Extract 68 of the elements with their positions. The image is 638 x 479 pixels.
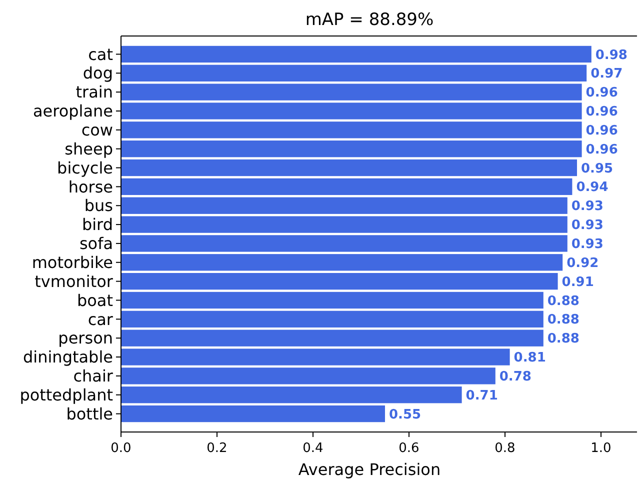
y-tick-label: bus bbox=[84, 196, 113, 216]
x-tick-label: 0.4 bbox=[302, 441, 324, 456]
bar bbox=[121, 405, 385, 422]
bar bbox=[121, 140, 582, 158]
bar bbox=[121, 386, 462, 404]
data-label: 0.97 bbox=[590, 66, 623, 82]
data-label: 0.71 bbox=[466, 388, 498, 404]
y-tick-label: sheep bbox=[64, 139, 113, 158]
y-tick-label: aeroplane bbox=[32, 102, 113, 121]
y-tick-label: sofa bbox=[79, 234, 113, 254]
x-tick-label: 0.0 bbox=[110, 441, 132, 456]
bar bbox=[121, 348, 510, 366]
data-label: 0.96 bbox=[586, 142, 618, 158]
y-tick-label: motorbike bbox=[32, 252, 113, 272]
bar bbox=[121, 159, 577, 176]
y-tick-label: cow bbox=[81, 120, 113, 140]
y-tick-label: bicycle bbox=[57, 158, 113, 178]
data-label: 0.55 bbox=[389, 407, 422, 422]
x-axis-title: Average Precision bbox=[298, 460, 441, 479]
data-label: 0.92 bbox=[566, 256, 599, 271]
x-tick-label: 0.6 bbox=[398, 441, 420, 456]
y-tick-label: chair bbox=[73, 366, 114, 386]
bar bbox=[121, 216, 568, 233]
bar bbox=[121, 330, 544, 346]
data-label: 0.81 bbox=[514, 350, 546, 366]
bar bbox=[121, 292, 544, 309]
bar bbox=[121, 122, 582, 138]
x-tick-label: 1.0 bbox=[590, 441, 612, 456]
y-tick-label: bottle bbox=[66, 404, 113, 424]
y-tick-label: tvmonitor bbox=[34, 272, 114, 291]
data-label: 0.96 bbox=[586, 104, 618, 120]
y-tick-label: car bbox=[88, 310, 114, 329]
bar bbox=[121, 310, 544, 328]
data-label: 0.93 bbox=[571, 237, 604, 252]
data-label: 0.94 bbox=[576, 180, 608, 196]
bar bbox=[121, 102, 582, 120]
y-tick-label: pottedplant bbox=[20, 385, 113, 404]
bar bbox=[121, 64, 587, 82]
y-tick-label: cat bbox=[88, 44, 113, 64]
bar bbox=[121, 235, 568, 252]
y-tick-label: dog bbox=[82, 64, 113, 83]
data-label: 0.88 bbox=[547, 312, 580, 328]
data-label: 0.95 bbox=[581, 161, 614, 176]
data-label: 0.98 bbox=[595, 48, 628, 63]
data-label: 0.96 bbox=[586, 86, 618, 101]
x-tick-label: 0.8 bbox=[494, 441, 516, 456]
data-label: 0.93 bbox=[571, 218, 604, 234]
bar bbox=[121, 46, 592, 63]
data-label: 0.88 bbox=[547, 294, 580, 309]
bar bbox=[121, 178, 572, 196]
data-label: 0.88 bbox=[547, 332, 580, 347]
bar bbox=[121, 272, 558, 290]
x-tick-label: 0.2 bbox=[206, 441, 228, 456]
y-tick-label: person bbox=[58, 328, 113, 348]
bar bbox=[121, 197, 568, 214]
bar bbox=[121, 254, 563, 271]
y-tick-label: horse bbox=[68, 177, 113, 196]
data-label: 0.91 bbox=[562, 274, 594, 290]
data-label: 0.78 bbox=[499, 369, 532, 384]
data-label: 0.93 bbox=[571, 199, 604, 214]
bar bbox=[121, 84, 582, 100]
data-label: 0.96 bbox=[586, 123, 618, 138]
y-tick-label: diningtable bbox=[22, 348, 113, 367]
y-tick-label: train bbox=[76, 82, 113, 102]
y-tick-label: bird bbox=[82, 215, 113, 234]
bar bbox=[121, 368, 496, 384]
chart-title: mAP = 88.89% bbox=[305, 10, 434, 30]
y-tick-label: boat bbox=[76, 290, 113, 310]
